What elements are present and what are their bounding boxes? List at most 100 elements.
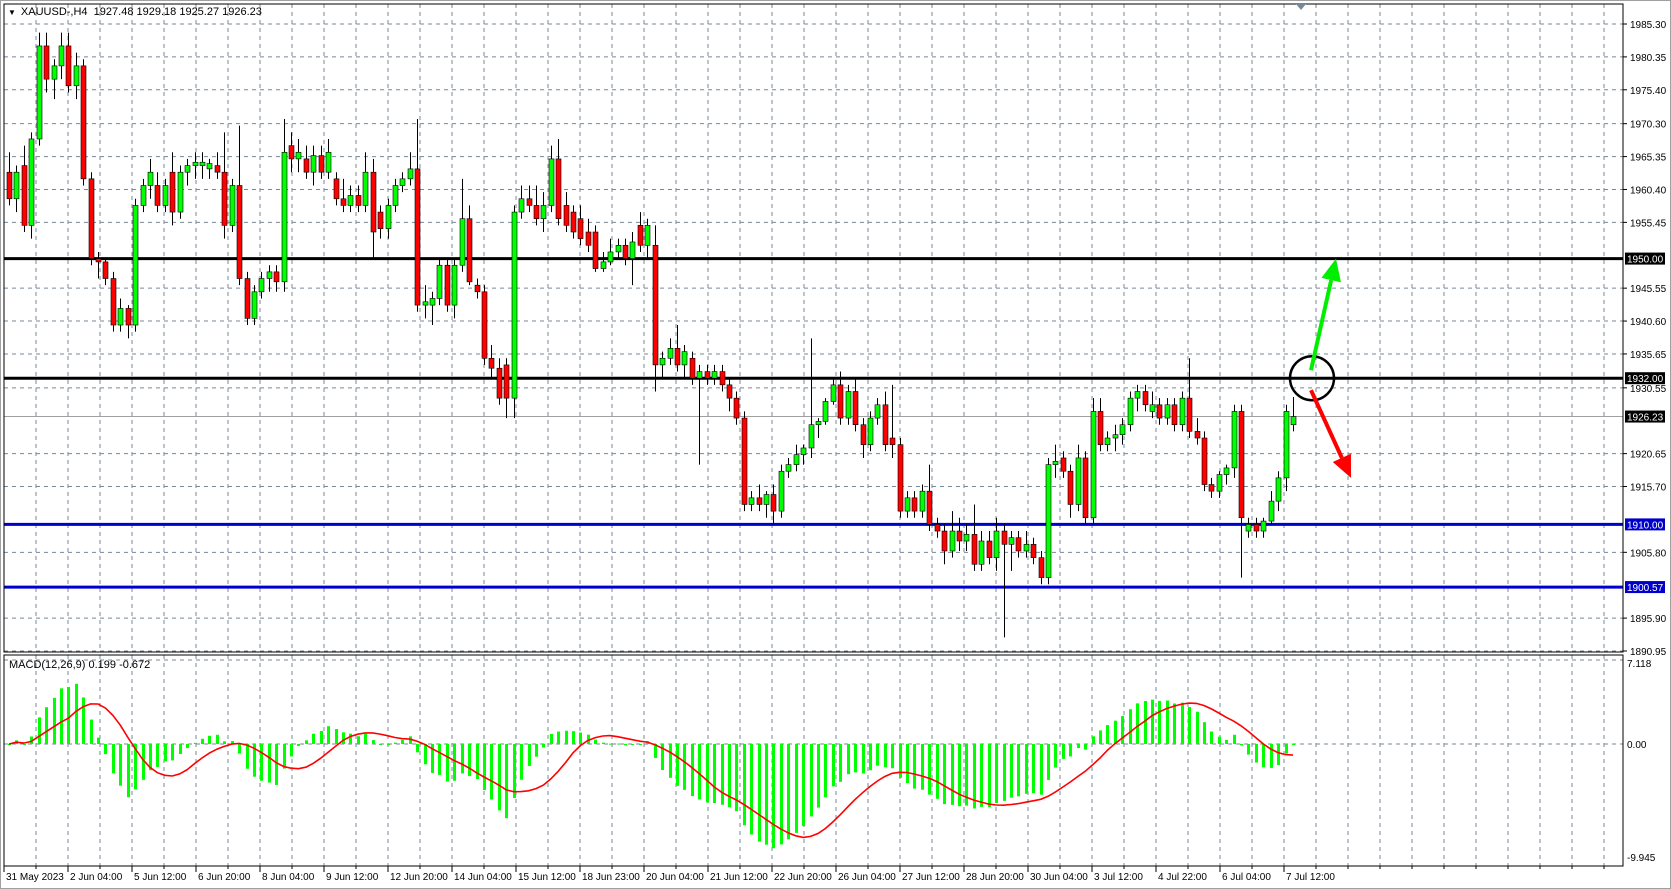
arrow-head xyxy=(1332,453,1351,478)
macd-histogram-bar xyxy=(342,732,345,744)
candle-bearish xyxy=(971,504,978,571)
candle-bearish xyxy=(726,378,733,412)
price-level-tag-label: 1900.57 xyxy=(1627,583,1664,594)
macd-histogram-bar xyxy=(1196,711,1199,744)
candle-body xyxy=(770,494,777,512)
breakout-circle[interactable] xyxy=(1288,354,1336,402)
candle-bearish xyxy=(1001,524,1008,638)
macd-histogram-bar xyxy=(899,744,902,778)
macd-histogram-bar xyxy=(617,743,620,745)
candle-bearish xyxy=(897,438,904,518)
candle-body xyxy=(6,171,13,200)
candle-body xyxy=(244,278,251,319)
candle-body xyxy=(585,231,592,246)
up-arrow-icon[interactable] xyxy=(1309,258,1341,371)
macd-histogram-bar xyxy=(913,744,916,789)
candle-bullish xyxy=(1290,396,1297,432)
macd-histogram-bar xyxy=(1003,744,1006,801)
candle-bearish xyxy=(43,32,50,93)
candle-body xyxy=(362,171,369,206)
candle-bearish xyxy=(488,344,495,379)
candle-body xyxy=(600,261,607,269)
macd-indicator xyxy=(8,683,1295,849)
candle-body xyxy=(36,45,43,140)
price-label: 1965.35 xyxy=(1630,153,1667,164)
macd-histogram-bar xyxy=(290,744,293,757)
candle-body xyxy=(793,454,800,465)
candle-body xyxy=(21,165,28,226)
candle-bullish xyxy=(117,298,124,332)
time-label: 12 Jun 20:00 xyxy=(390,872,448,883)
macd-histogram-bar xyxy=(802,744,805,826)
candle-bearish xyxy=(466,205,473,286)
down-arrow-icon[interactable] xyxy=(1309,389,1351,478)
candle-body xyxy=(1223,467,1230,475)
macd-histogram-bar xyxy=(891,744,894,769)
high-value: 1929.18 xyxy=(136,6,177,18)
candle-bearish xyxy=(288,132,295,173)
macd-histogram-bar xyxy=(453,744,456,781)
macd-histogram-bar xyxy=(424,744,427,765)
candle-body xyxy=(1015,537,1022,552)
candle-body xyxy=(1038,557,1045,578)
time-label: 14 Jun 04:00 xyxy=(454,872,512,883)
macd-histogram-bar xyxy=(149,744,152,771)
candle-body xyxy=(214,165,221,173)
candle-body xyxy=(1186,397,1193,432)
candle-bullish xyxy=(607,238,614,266)
candle-body xyxy=(58,45,65,67)
macd-histogram-bar xyxy=(973,744,976,809)
candle-bullish xyxy=(362,152,369,213)
candle-body xyxy=(949,530,956,552)
candle-bullish xyxy=(763,491,770,518)
candle-body xyxy=(377,211,384,229)
macd-histogram-bar xyxy=(1166,700,1169,744)
macd-histogram-bar xyxy=(631,744,634,745)
candle-body xyxy=(644,225,651,246)
macd-histogram-bar xyxy=(557,731,560,744)
macd-histogram-bar xyxy=(1203,722,1206,744)
time-label: 18 Jun 23:00 xyxy=(582,872,640,883)
price-label: 1980.35 xyxy=(1630,53,1667,64)
candle-bullish xyxy=(518,185,525,219)
candle-body xyxy=(563,205,570,226)
candle-body xyxy=(184,165,191,173)
macd-histogram-bar xyxy=(468,744,471,777)
candle-bearish xyxy=(214,152,221,179)
candle-body xyxy=(147,171,154,186)
annotations[interactable] xyxy=(1288,258,1351,478)
candle-bearish xyxy=(689,351,696,385)
candle-body xyxy=(1268,500,1275,522)
candle-body xyxy=(266,271,273,279)
candle-bullish xyxy=(830,378,837,405)
candle-body xyxy=(1208,484,1215,492)
candle-bullish xyxy=(1216,471,1223,498)
macd-histogram-bar xyxy=(639,744,642,745)
candle-body xyxy=(51,65,58,80)
candle-body xyxy=(815,421,822,426)
candle-bearish xyxy=(370,158,377,259)
collapse-triangle-icon[interactable]: ▼ xyxy=(8,8,16,17)
candle-bullish xyxy=(793,444,800,472)
candle-body xyxy=(1142,391,1149,406)
horizontal-lines[interactable] xyxy=(4,257,1623,589)
candle-body xyxy=(399,178,406,186)
candle-bearish xyxy=(1253,517,1260,538)
candle-body xyxy=(140,185,147,206)
candle-body xyxy=(80,65,87,180)
chart-shift-marker-icon[interactable] xyxy=(1296,4,1306,10)
candle-bearish xyxy=(1208,477,1215,498)
time-label: 26 Jun 04:00 xyxy=(838,872,896,883)
candle-bullish xyxy=(429,291,436,326)
candle-bearish xyxy=(652,225,659,392)
candle-body xyxy=(117,308,124,326)
candle-bearish xyxy=(770,484,777,525)
candle-bullish xyxy=(1245,517,1252,538)
macd-histogram-bar xyxy=(847,744,850,775)
macd-histogram-bar xyxy=(305,740,308,744)
macd-histogram-bar xyxy=(97,737,100,744)
candle-body xyxy=(1164,404,1171,419)
candle-body xyxy=(719,371,726,386)
candle-bullish xyxy=(1134,384,1141,412)
